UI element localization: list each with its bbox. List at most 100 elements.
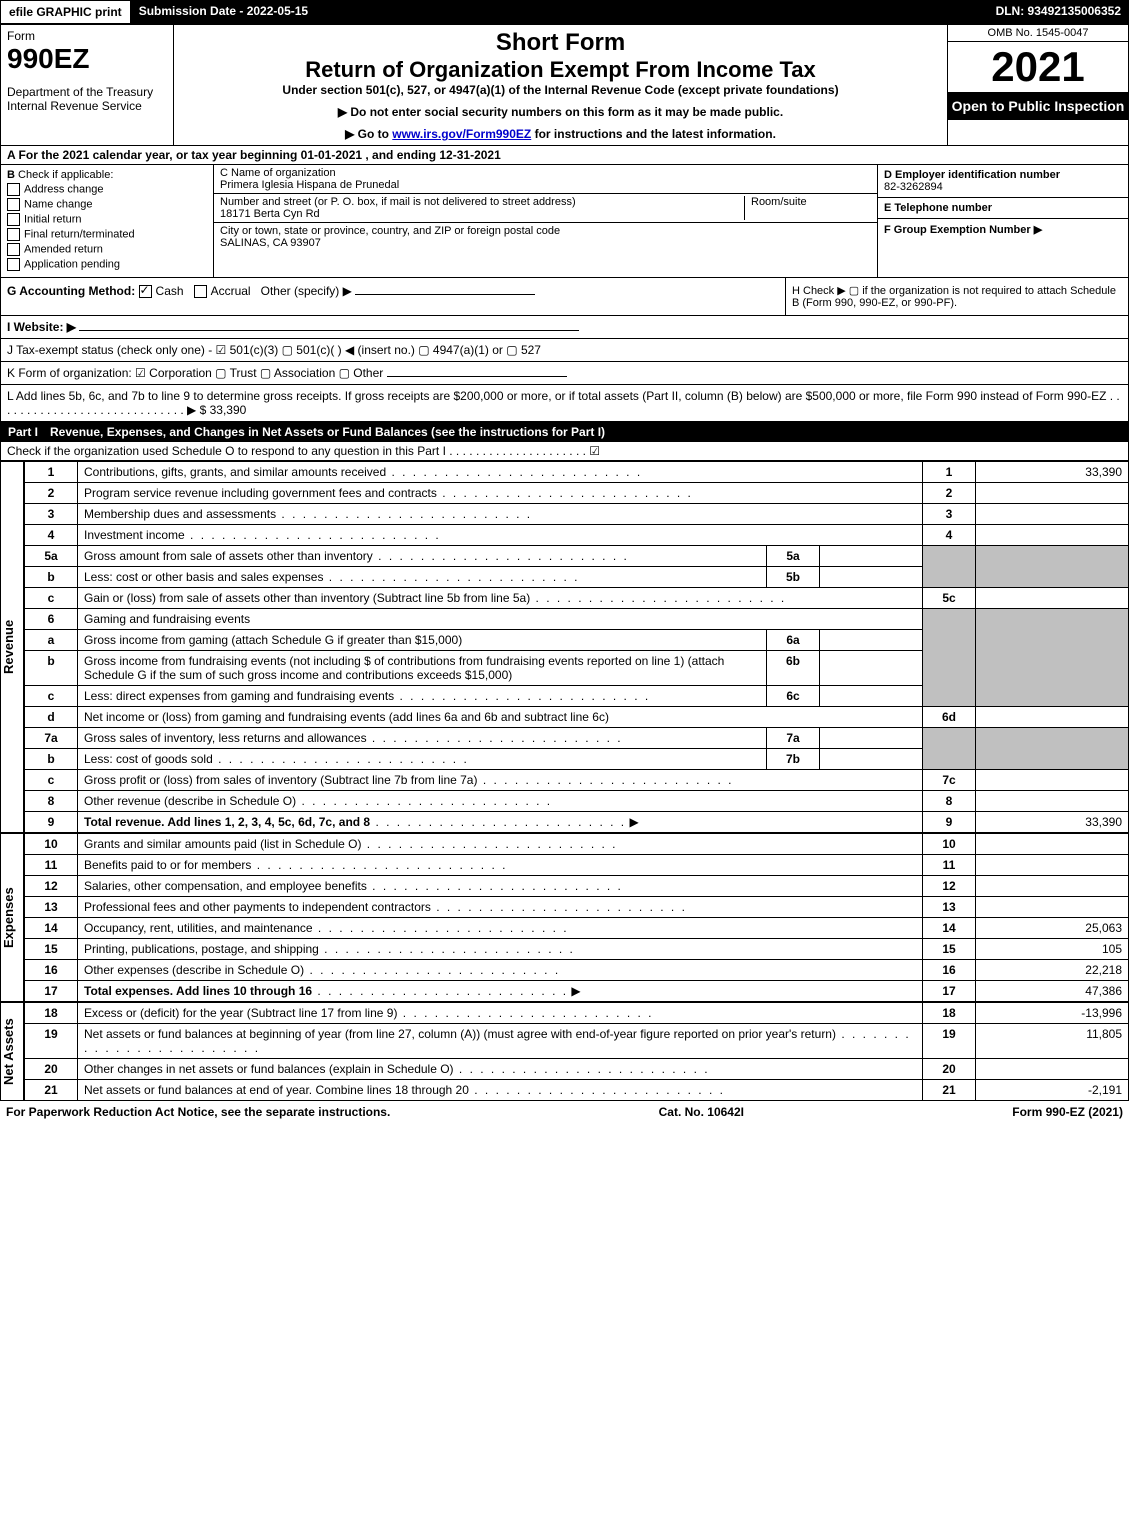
checkbox-final-return[interactable] [7,228,20,241]
line-15-desc: Printing, publications, postage, and shi… [84,942,319,956]
k-other-blank[interactable] [387,376,567,377]
org-street: 18171 Berta Cyn Rd [220,208,738,220]
line-7a-desc: Gross sales of inventory, less returns a… [84,731,367,745]
checkbox-address-change[interactable] [7,183,20,196]
opt-application-pending: Application pending [24,258,120,270]
checkbox-name-change[interactable] [7,198,20,211]
line-21-amount: -2,191 [976,1080,1129,1101]
part-i-sub: Check if the organization used Schedule … [0,442,1129,461]
column-b: B Check if applicable: Address change Na… [1,165,214,277]
org-name: Primera Iglesia Hispana de Prunedal [220,179,871,191]
top-bar: efile GRAPHIC print Submission Date - 20… [0,0,1129,24]
line-20-label: 20 [923,1059,976,1080]
checkbox-amended-return[interactable] [7,243,20,256]
line-16-desc: Other expenses (describe in Schedule O) [84,963,304,977]
revenue-table: 1Contributions, gifts, grants, and simil… [24,461,1129,833]
h-cell: H Check ▶ ▢ if the organization is not r… [785,278,1128,315]
footer-center: Cat. No. 10642I [659,1105,744,1119]
line-5a-sublabel: 5a [767,546,820,567]
checkbox-application-pending[interactable] [7,258,20,271]
netassets-table: 18Excess or (deficit) for the year (Subt… [24,1002,1129,1101]
efile-label: efile GRAPHIC print [0,0,131,24]
revenue-section: Revenue 1Contributions, gifts, grants, a… [0,461,1129,833]
line-6a-desc: Gross income from gaming (attach Schedul… [84,633,462,647]
org-name-cell: C Name of organization Primera Iglesia H… [214,165,877,194]
row-l: L Add lines 5b, 6c, and 7b to line 9 to … [0,385,1129,422]
line-13-label: 13 [923,897,976,918]
row-k: K Form of organization: ☑ Corporation ▢ … [0,362,1129,385]
row-g-h: G Accounting Method: Cash Accrual Other … [0,278,1129,316]
g-other-blank[interactable] [355,294,535,295]
footer-left: For Paperwork Reduction Act Notice, see … [6,1105,390,1119]
instr2-link[interactable]: www.irs.gov/Form990EZ [392,127,531,141]
c-city-label: City or town, state or province, country… [220,225,871,237]
netassets-section: Net Assets 18Excess or (deficit) for the… [0,1002,1129,1101]
instr2-prefix: ▶ Go to [345,127,392,141]
checkbox-accrual[interactable] [194,285,207,298]
instr2-suffix: for instructions and the latest informat… [531,127,776,141]
city-cell: City or town, state or province, country… [214,223,877,251]
opt-address-change: Address change [24,183,104,195]
open-public: Open to Public Inspection [948,92,1128,120]
g-cell: G Accounting Method: Cash Accrual Other … [1,278,785,315]
revenue-side-label: Revenue [0,461,24,833]
omb-number: OMB No. 1545-0047 [948,25,1128,42]
line-5a-desc: Gross amount from sale of assets other t… [84,549,373,563]
line-10-label: 10 [923,834,976,855]
part-i-check-note: Check if the organization used Schedule … [7,444,600,458]
c-street-label: Number and street (or P. O. box, if mail… [220,196,738,208]
header-center: Short Form Return of Organization Exempt… [174,25,947,145]
street-cell: Number and street (or P. O. box, if mail… [214,194,877,223]
line-11-amount [976,855,1129,876]
line-17-amount: 47,386 [976,981,1129,1002]
line-15-amount: 105 [976,939,1129,960]
website-blank[interactable] [79,330,579,331]
row-i: I Website: ▶ [0,316,1129,339]
line-16-amount: 22,218 [976,960,1129,981]
column-def: D Employer identification number 82-3262… [877,165,1128,277]
e-cell: E Telephone number [878,198,1128,219]
line-5c-desc: Gain or (loss) from sale of assets other… [84,591,530,605]
form-header: Form 990EZ Department of the Treasury In… [0,24,1129,146]
line-9-amount: 33,390 [976,812,1129,833]
line-1-label: 1 [923,462,976,483]
line-14-desc: Occupancy, rent, utilities, and maintena… [84,921,313,935]
line-3-desc: Membership dues and assessments [84,507,276,521]
line-7b-sublabel: 7b [767,749,820,770]
b-label: B [7,169,15,181]
line-21-label: 21 [923,1080,976,1101]
opt-final-return: Final return/terminated [24,228,135,240]
line-6d-label: 6d [923,707,976,728]
checkbox-initial-return[interactable] [7,213,20,226]
line-13-amount [976,897,1129,918]
checkbox-cash[interactable] [139,285,152,298]
line-18-desc: Excess or (deficit) for the year (Subtra… [84,1006,397,1020]
line-7c-amount [976,770,1129,791]
line-4-label: 4 [923,525,976,546]
line-1-amount: 33,390 [976,462,1129,483]
line-20-desc: Other changes in net assets or fund bala… [84,1062,454,1076]
header-left: Form 990EZ Department of the Treasury In… [1,25,174,145]
netassets-side-label: Net Assets [0,1002,24,1101]
expenses-side-label: Expenses [0,833,24,1002]
line-5c-amount [976,588,1129,609]
e-label: E Telephone number [884,202,992,214]
submission-date: Submission Date - 2022-05-15 [131,0,316,24]
column-c: C Name of organization Primera Iglesia H… [214,165,877,277]
topbar-left: efile GRAPHIC print Submission Date - 20… [0,0,316,24]
line-19-desc: Net assets or fund balances at beginning… [84,1027,836,1041]
line-17-label: 17 [923,981,976,1002]
line-4-amount [976,525,1129,546]
line-19-amount: 11,805 [976,1024,1129,1059]
line-3-amount [976,504,1129,525]
line-21-desc: Net assets or fund balances at end of ye… [84,1083,469,1097]
line-6-desc: Gaming and fundraising events [78,609,923,630]
line-2-label: 2 [923,483,976,504]
line-9-desc: Total revenue. Add lines 1, 2, 3, 4, 5c,… [84,815,370,829]
c-name-label: C Name of organization [220,167,871,179]
part-i-title: Revenue, Expenses, and Changes in Net As… [50,425,605,439]
line-6d-amount [976,707,1129,728]
form-number: 990EZ [7,43,167,75]
d-cell: D Employer identification number 82-3262… [878,165,1128,198]
line-5c-label: 5c [923,588,976,609]
